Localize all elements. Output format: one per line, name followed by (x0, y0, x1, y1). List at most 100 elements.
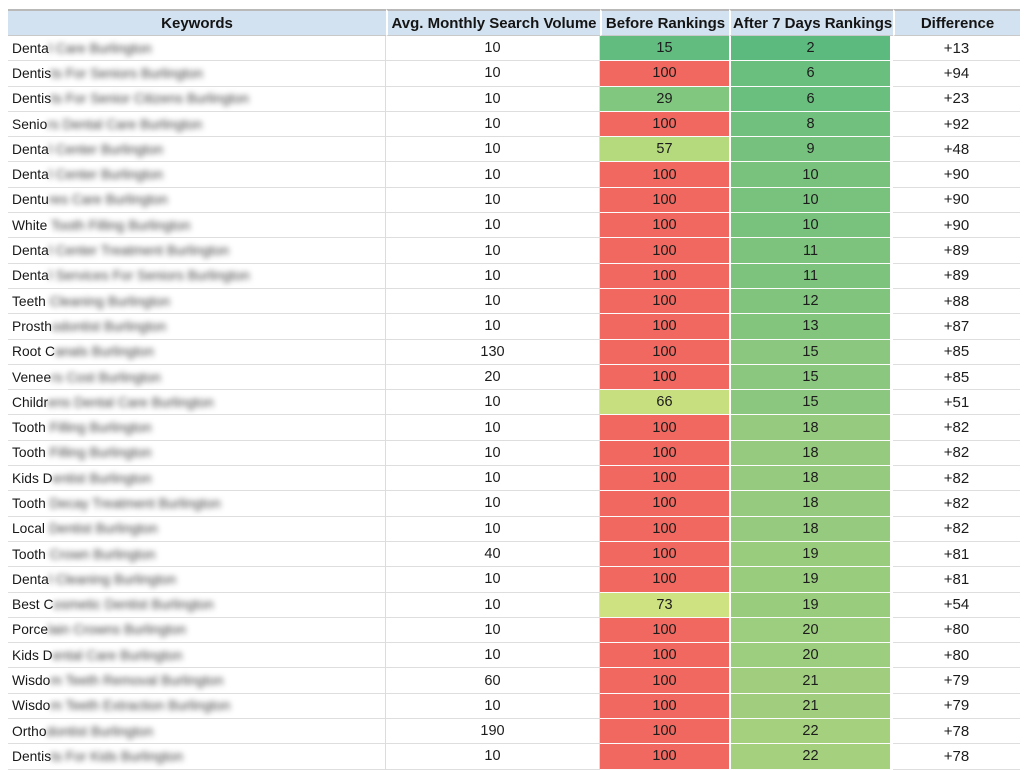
after-rank-cell[interactable]: 18 (729, 466, 893, 492)
after-rank-cell[interactable]: 19 (729, 541, 893, 568)
before-rank-cell[interactable]: 100 (600, 668, 729, 694)
before-rank-cell[interactable]: 100 (600, 415, 729, 441)
volume-cell[interactable]: 10 (386, 36, 600, 62)
difference-cell[interactable]: +82 (893, 517, 1020, 542)
difference-cell[interactable]: +89 (893, 264, 1020, 289)
volume-cell[interactable]: 10 (386, 440, 600, 467)
keyword-cell[interactable]: Orthodontist Burlington (8, 719, 386, 745)
difference-cell[interactable]: +90 (893, 162, 1020, 188)
before-rank-cell[interactable]: 100 (600, 314, 729, 340)
after-rank-cell[interactable]: 6 (729, 61, 893, 87)
volume-cell[interactable]: 10 (386, 491, 600, 517)
column-header-difference[interactable]: Difference (893, 9, 1020, 36)
keyword-cell[interactable]: Teeth Cleaning Burlington (8, 288, 386, 315)
after-rank-cell[interactable]: 21 (729, 693, 893, 720)
volume-cell[interactable]: 10 (386, 643, 600, 669)
before-rank-cell[interactable]: 100 (600, 643, 729, 669)
difference-cell[interactable]: +87 (893, 314, 1020, 340)
after-rank-cell[interactable]: 20 (729, 643, 893, 669)
after-rank-cell[interactable]: 18 (729, 415, 893, 441)
keyword-cell[interactable]: Dental Services For Seniors Burlington (8, 263, 386, 289)
volume-cell[interactable]: 40 (386, 541, 600, 568)
difference-cell[interactable]: +48 (893, 137, 1020, 163)
before-rank-cell[interactable]: 73 (600, 592, 729, 618)
column-header-avg-volume[interactable]: Avg. Monthly Search Volume (386, 9, 600, 36)
after-rank-cell[interactable]: 18 (729, 491, 893, 517)
after-rank-cell[interactable]: 12 (729, 288, 893, 315)
volume-cell[interactable]: 10 (386, 516, 600, 542)
volume-cell[interactable]: 10 (386, 187, 600, 214)
volume-cell[interactable]: 10 (386, 466, 600, 492)
before-rank-cell[interactable]: 100 (600, 187, 729, 214)
keyword-cell[interactable]: Prosthodontist Burlington (8, 314, 386, 340)
keyword-cell[interactable]: Tooth Crown Burlington (8, 541, 386, 568)
keyword-cell[interactable]: Tooth Decay Treatment Burlington (8, 491, 386, 517)
difference-cell[interactable]: +81 (893, 542, 1020, 568)
column-header-before[interactable]: Before Rankings (600, 9, 729, 36)
after-rank-cell[interactable]: 19 (729, 592, 893, 618)
keyword-cell[interactable]: Tooth Filling Burlington (8, 415, 386, 441)
volume-cell[interactable]: 130 (386, 339, 600, 365)
keyword-cell[interactable]: Tooth Filling Burlington (8, 440, 386, 467)
after-rank-cell[interactable]: 11 (729, 238, 893, 264)
before-rank-cell[interactable]: 100 (600, 541, 729, 568)
after-rank-cell[interactable]: 10 (729, 162, 893, 188)
keyword-cell[interactable]: Dentists For Senior Citizens Burlington (8, 86, 386, 112)
after-rank-cell[interactable]: 21 (729, 668, 893, 694)
before-rank-cell[interactable]: 100 (600, 516, 729, 542)
before-rank-cell[interactable]: 66 (600, 390, 729, 416)
after-rank-cell[interactable]: 10 (729, 187, 893, 214)
keyword-cell[interactable]: Veneers Cost Burlington (8, 364, 386, 391)
after-rank-cell[interactable]: 15 (729, 390, 893, 416)
volume-cell[interactable]: 10 (386, 617, 600, 644)
after-rank-cell[interactable]: 6 (729, 86, 893, 112)
before-rank-cell[interactable]: 57 (600, 137, 729, 163)
keyword-cell[interactable]: Dental Care Burlington (8, 36, 386, 62)
before-rank-cell[interactable]: 100 (600, 61, 729, 87)
volume-cell[interactable]: 190 (386, 719, 600, 745)
after-rank-cell[interactable]: 9 (729, 137, 893, 163)
difference-cell[interactable]: +88 (893, 289, 1020, 315)
keyword-cell[interactable]: White Tooth Filling Burlington (8, 213, 386, 239)
volume-cell[interactable]: 10 (386, 693, 600, 720)
after-rank-cell[interactable]: 19 (729, 567, 893, 593)
after-rank-cell[interactable]: 18 (729, 516, 893, 542)
volume-cell[interactable]: 10 (386, 314, 600, 340)
volume-cell[interactable]: 10 (386, 238, 600, 264)
keyword-cell[interactable]: Wisdom Teeth Removal Burlington (8, 668, 386, 694)
keyword-cell[interactable]: Dental Cleaning Burlington (8, 567, 386, 593)
volume-cell[interactable]: 10 (386, 263, 600, 289)
after-rank-cell[interactable]: 8 (729, 111, 893, 138)
after-rank-cell[interactable]: 20 (729, 617, 893, 644)
before-rank-cell[interactable]: 15 (600, 36, 729, 62)
difference-cell[interactable]: +54 (893, 593, 1020, 618)
difference-cell[interactable]: +80 (893, 618, 1020, 644)
before-rank-cell[interactable]: 100 (600, 693, 729, 720)
volume-cell[interactable]: 10 (386, 162, 600, 188)
volume-cell[interactable]: 10 (386, 390, 600, 416)
volume-cell[interactable]: 10 (386, 415, 600, 441)
before-rank-cell[interactable]: 100 (600, 440, 729, 467)
before-rank-cell[interactable]: 100 (600, 719, 729, 745)
difference-cell[interactable]: +79 (893, 668, 1020, 694)
difference-cell[interactable]: +51 (893, 390, 1020, 416)
volume-cell[interactable]: 10 (386, 137, 600, 163)
before-rank-cell[interactable]: 29 (600, 86, 729, 112)
volume-cell[interactable]: 10 (386, 288, 600, 315)
after-rank-cell[interactable]: 22 (729, 744, 893, 770)
before-rank-cell[interactable]: 100 (600, 339, 729, 365)
after-rank-cell[interactable]: 13 (729, 314, 893, 340)
after-rank-cell[interactable]: 11 (729, 263, 893, 289)
keyword-cell[interactable]: Dental Center Burlington (8, 162, 386, 188)
before-rank-cell[interactable]: 100 (600, 744, 729, 770)
after-rank-cell[interactable]: 15 (729, 339, 893, 365)
keyword-cell[interactable]: Root Canals Burlington (8, 339, 386, 365)
difference-cell[interactable]: +82 (893, 491, 1020, 517)
keyword-cell[interactable]: Dentures Care Burlington (8, 187, 386, 214)
difference-cell[interactable]: +80 (893, 643, 1020, 669)
difference-cell[interactable]: +90 (893, 188, 1020, 214)
difference-cell[interactable]: +78 (893, 719, 1020, 745)
keyword-cell[interactable]: Dental Center Treatment Burlington (8, 238, 386, 264)
keyword-cell[interactable]: Childrens Dental Care Burlington (8, 390, 386, 416)
difference-cell[interactable]: +78 (893, 744, 1020, 770)
